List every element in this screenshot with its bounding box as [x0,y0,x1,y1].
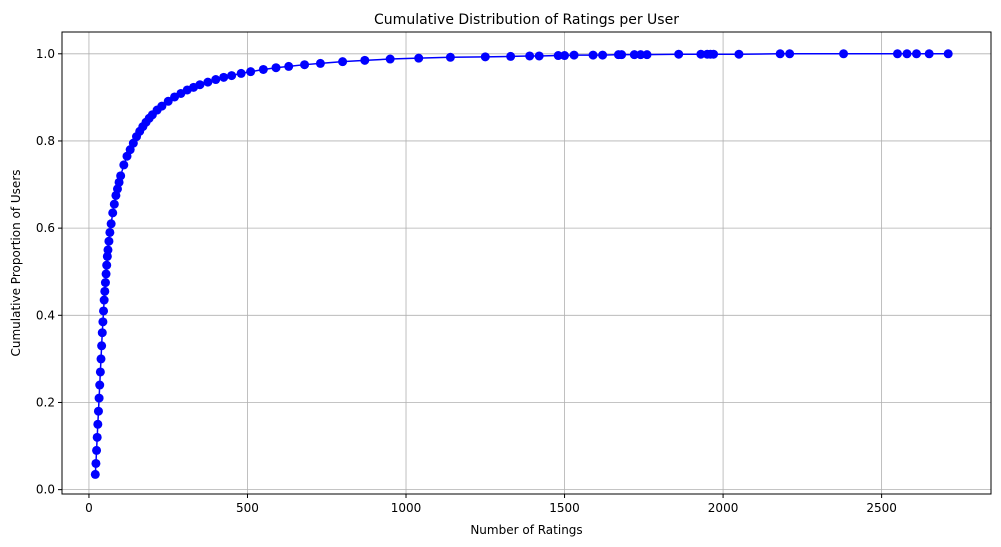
x-tick-label: 0 [85,501,93,515]
data-point [258,64,268,74]
data-point [588,50,598,60]
data-point [163,96,173,106]
data-point [98,317,108,327]
data-point [92,432,102,442]
data-point [911,49,921,59]
data-point [636,50,646,60]
data-point [284,61,294,71]
data-point [506,51,516,61]
data-point [93,406,103,416]
y-tick-label: 0.8 [36,134,55,148]
data-point [414,53,424,63]
data-point [642,50,652,60]
data-point [116,171,126,181]
data-point [553,51,563,61]
data-point [569,50,579,60]
data-point [97,328,107,338]
series-layer [90,49,953,479]
data-point [227,71,237,81]
y-tick-label: 1.0 [36,47,55,61]
data-point [97,341,107,351]
x-axis-label: Number of Ratings [470,523,582,537]
data-point [203,77,213,87]
y-axis-label: Cumulative Proportion of Users [9,169,23,356]
data-point [91,458,101,468]
data-point [99,295,109,305]
data-point [902,49,912,59]
data-point [99,306,109,316]
plot-frame [61,31,992,495]
data-point [338,57,348,67]
y-tick-label: 0.0 [36,483,55,497]
data-point [525,51,535,61]
x-tick-label: 500 [236,501,259,515]
data-point [617,50,627,60]
data-point [104,236,114,246]
axis-ticks: 0 500 1000 1500 2000 2500 0.0 0.2 0.4 0.6 0.8 1.0 [36,47,897,515]
data-point [92,445,102,455]
data-point [246,67,256,77]
data-point [534,51,544,61]
data-point [696,49,706,59]
data-point [560,51,570,61]
data-point [598,50,608,60]
data-point [157,101,167,111]
data-point [480,52,490,62]
data-point [90,469,100,479]
data-point [105,227,115,237]
data-point [734,49,744,59]
x-tick-label: 1500 [549,501,580,515]
data-point [119,160,129,170]
data-point [315,58,325,68]
x-tick-label: 1000 [391,501,422,515]
data-point [103,245,113,255]
data-point [109,199,119,209]
data-point [95,367,105,377]
data-point [195,80,205,90]
data-point [108,208,118,218]
x-tick-label: 2500 [866,501,897,515]
data-point [924,49,934,59]
data-point [360,55,370,65]
data-point [95,380,105,390]
data-point [94,393,104,403]
x-tick-label: 2000 [708,501,739,515]
grid-lines [62,32,991,494]
data-point [300,60,310,70]
data-point [839,49,849,59]
data-point [211,75,221,85]
data-point [892,49,902,59]
data-point [775,49,785,59]
data-point [219,72,229,82]
data-point [102,260,112,270]
data-point [445,52,455,62]
y-tick-label: 0.4 [36,308,55,322]
data-point [102,251,112,261]
data-point [271,63,281,73]
y-tick-label: 0.2 [36,395,55,409]
data-point [96,354,106,364]
data-point [100,286,110,296]
data-point [785,49,795,59]
data-point [629,50,639,60]
data-point [385,54,395,64]
data-point [101,269,111,279]
data-point [236,68,246,78]
data-point [93,419,103,429]
data-point [709,49,719,59]
data-point [943,49,953,59]
chart-title: Cumulative Distribution of Ratings per U… [374,12,679,28]
data-point [674,49,684,59]
data-point [100,278,110,288]
data-point [106,219,116,229]
y-tick-label: 0.6 [36,221,55,235]
